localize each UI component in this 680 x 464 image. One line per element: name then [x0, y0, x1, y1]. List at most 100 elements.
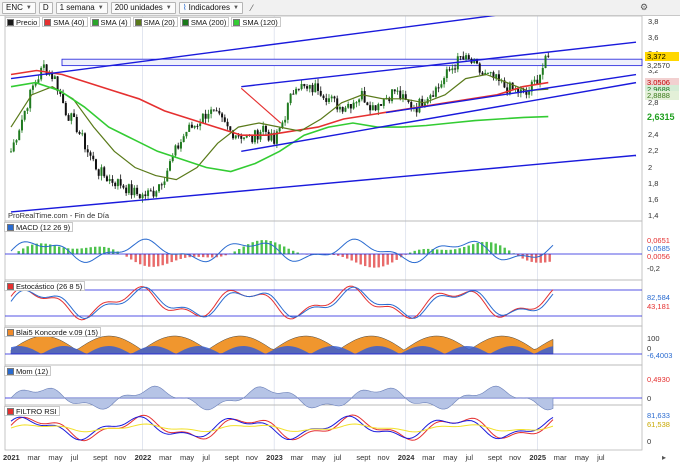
candle-body — [37, 79, 40, 83]
candle-body — [168, 161, 171, 171]
candle-body — [410, 102, 413, 108]
candle-body — [141, 194, 144, 199]
rsi-yellow — [10, 423, 554, 433]
candle-body — [185, 131, 188, 137]
macd-bar — [184, 254, 187, 258]
price-axis-label: 2 — [648, 162, 653, 172]
indicator-axis-label: -0,2 — [647, 264, 660, 273]
time-axis-label: jul — [333, 453, 342, 462]
candle-body — [105, 176, 108, 182]
candle-body — [84, 133, 87, 150]
time-axis-label: mar — [290, 453, 304, 462]
indicators-button[interactable]: ⌇ Indicadores ▼ — [178, 1, 243, 14]
candle-body — [59, 91, 62, 94]
period-button[interactable]: D — [38, 1, 53, 14]
candle-body — [226, 121, 229, 127]
macd-bar — [418, 249, 421, 254]
pane-title-label: MACD (12 26 9) — [16, 222, 71, 232]
macd-bar — [58, 246, 61, 254]
legend-label: Precio — [16, 17, 38, 27]
indicator-axis-label: 0 — [647, 437, 652, 446]
pane-title-label: Blai5 Koncorde v.09 (15) — [16, 327, 98, 337]
sma40-line — [10, 69, 549, 136]
macd-bar — [220, 254, 223, 257]
pane-title-label: Estocástico (26 8 5) — [16, 281, 83, 291]
macd-bar — [157, 254, 160, 267]
candle-body — [278, 127, 281, 132]
legend-sma200[interactable]: SMA (200) — [179, 17, 230, 27]
candle-body — [245, 134, 248, 138]
candle-body — [20, 119, 23, 131]
candle-body — [404, 94, 407, 101]
legend-price[interactable]: Precio — [5, 17, 41, 27]
macd-bar — [49, 244, 52, 254]
timeframe-selector[interactable]: 1 semana ▼ — [55, 1, 108, 14]
stoch-swatch — [7, 282, 14, 290]
candle-body — [284, 119, 287, 123]
pane-title-blai5[interactable]: Blai5 Koncorde v.09 (15) — [4, 327, 101, 337]
candle-body — [122, 185, 125, 188]
macd-bar — [40, 243, 43, 254]
candle-body — [116, 179, 119, 187]
legend-sma120[interactable]: SMA (120) — [231, 17, 281, 27]
resistance-band — [61, 58, 643, 67]
candle-body — [199, 123, 202, 127]
macd-bar — [472, 244, 475, 254]
settings-icon[interactable]: ⚙ — [639, 2, 649, 12]
candle-body — [451, 68, 454, 71]
candle-body — [366, 102, 369, 106]
candle-body — [171, 155, 174, 162]
macd-bar — [161, 254, 164, 266]
macd-bar — [44, 243, 47, 254]
legend-sma20[interactable]: SMA (20) — [132, 17, 178, 27]
mom-area — [10, 385, 554, 411]
macd-bar — [247, 244, 250, 254]
legend-sma40[interactable]: SMA (40) — [42, 17, 88, 27]
candle-body — [15, 140, 18, 143]
candle-body — [218, 110, 221, 114]
sma40-swatch — [44, 18, 52, 26]
candle-body — [62, 93, 65, 103]
candle-body — [443, 78, 446, 85]
macd-bar — [454, 249, 457, 254]
sma20-swatch — [134, 18, 142, 26]
candle-body — [262, 125, 265, 132]
macd-bar — [53, 245, 56, 254]
candle-body — [511, 82, 514, 89]
pane-title-stoch[interactable]: Estocástico (26 8 5) — [4, 281, 86, 291]
time-axis-label: 2022 — [134, 453, 152, 462]
pane-title-rsi[interactable]: FILTRO RSI — [4, 406, 60, 416]
channel-bottom-long — [10, 154, 637, 213]
macd-bar — [193, 254, 196, 257]
legend-sma4[interactable]: SMA (4) — [89, 17, 131, 27]
candle-body — [380, 104, 383, 106]
units-selector[interactable]: 200 unidades ▼ — [110, 1, 176, 14]
price-tag: 2,9688 — [645, 84, 679, 94]
candle-body — [484, 72, 487, 75]
price-axis-label: 1,6 — [648, 194, 659, 204]
macd-bar — [499, 245, 502, 254]
candle-body — [530, 81, 533, 92]
macd-bar — [364, 254, 367, 267]
pane-title-macd[interactable]: MACD (12 26 9) — [4, 222, 74, 232]
drawing-tool-icon[interactable]: ⁄ — [251, 2, 253, 13]
indicators-label: Indicadores — [188, 3, 230, 12]
macd-bar — [359, 254, 362, 265]
candle-body — [517, 88, 520, 94]
price-tag: 3,2570 — [645, 61, 679, 71]
macd-bar — [467, 245, 470, 254]
pane-title-mom[interactable]: Mom (12) — [4, 366, 52, 376]
sma4-swatch — [91, 18, 99, 26]
price-tag: 3,372 — [645, 52, 679, 62]
scroll-right-icon[interactable]: ▸ — [661, 452, 666, 462]
price-axis-label: 3,6 — [648, 33, 659, 43]
candle-body — [330, 96, 333, 99]
macd-bar — [409, 252, 412, 254]
macd-bar — [62, 247, 65, 254]
candle-body — [289, 93, 292, 104]
time-axis-label: 2023 — [266, 453, 283, 462]
symbol-selector[interactable]: ENC ▼ — [2, 1, 36, 14]
macd-bar — [107, 247, 110, 254]
macd-bar — [17, 251, 20, 254]
candle-body — [341, 106, 344, 112]
